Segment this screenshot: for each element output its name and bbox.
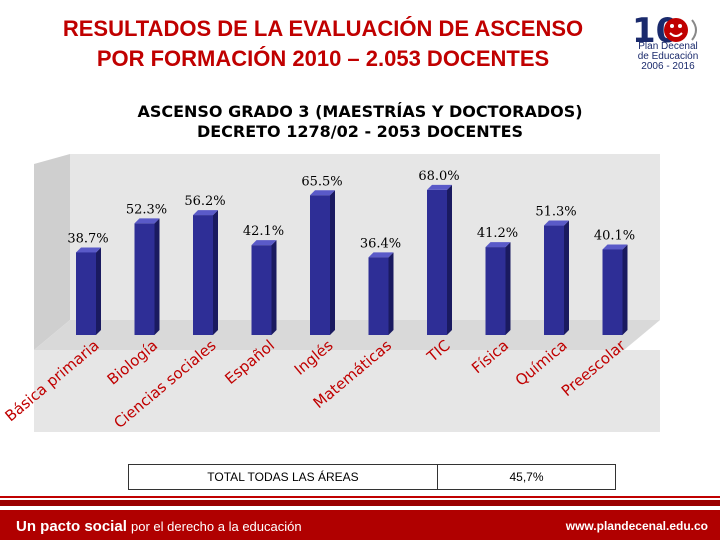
- logo-line2: de Educación: [637, 51, 699, 62]
- bar-front: [427, 189, 447, 335]
- bar-side: [447, 184, 452, 335]
- bar-top: [544, 220, 569, 226]
- bar-side: [96, 247, 101, 335]
- bar-top: [134, 218, 160, 224]
- bar: [310, 190, 335, 335]
- value-label: 38.7%: [67, 231, 108, 246]
- logo-line3: 2006 - 2016: [641, 61, 695, 72]
- bar-front: [193, 215, 213, 335]
- chart-background: [34, 350, 660, 432]
- value-label: 41.2%: [477, 226, 518, 241]
- bar: [134, 218, 160, 335]
- footer-bar: Un pacto social por el derecho a la educ…: [0, 510, 720, 540]
- bar: [485, 242, 511, 335]
- bar-top: [76, 247, 101, 253]
- bar-front: [544, 225, 564, 335]
- footer-slogan: Un pacto social por el derecho a la educ…: [16, 518, 302, 535]
- logo-line1: Plan Decenal: [638, 41, 698, 52]
- footer-divider-thick: [0, 500, 720, 506]
- value-label: 56.2%: [184, 194, 225, 209]
- bar-top: [310, 190, 335, 196]
- bar-side: [330, 190, 335, 335]
- bar-front: [602, 249, 623, 335]
- bar-side: [213, 210, 218, 335]
- page-title-line1: RESULTADOS DE LA EVALUACIÓN DE ASCENSO: [62, 16, 584, 41]
- bar-side: [154, 218, 160, 335]
- plan-decenal-logo: 10: [632, 11, 697, 51]
- value-label: 36.4%: [360, 236, 401, 251]
- logo-text: Plan Decenal de Educación 2006 - 2016: [628, 42, 708, 72]
- bar-front: [310, 195, 330, 335]
- value-label: 51.3%: [535, 205, 576, 220]
- footer-slogan-rest: por el derecho a la educación: [131, 519, 302, 534]
- bar-side: [564, 220, 569, 335]
- bar: [193, 210, 218, 335]
- value-label: 65.5%: [301, 174, 342, 189]
- bar: [427, 184, 452, 335]
- footer-url[interactable]: www.plandecenal.edu.co: [565, 519, 708, 533]
- chart-title: ASCENSO GRADO 3 (MAESTRÍAS Y DOCTORADOS)…: [60, 102, 660, 142]
- chart-title-line2: DECRETO 1278/02 - 2053 DOCENTES: [196, 122, 524, 141]
- bar: [544, 220, 569, 335]
- bar-front: [251, 245, 272, 335]
- bar-front: [134, 223, 155, 335]
- totals-label: TOTAL TODAS LAS ÁREAS: [129, 465, 438, 489]
- totals-value: 45,7%: [509, 470, 544, 484]
- value-labels-group: 38.7% 52.3% 56.2% 42.1% 65.5% 36.4% 68.0% 41.2%…: [67, 169, 635, 251]
- bar-top: [368, 252, 394, 258]
- bar-chart: 38.7% 52.3% 56.2% 42.1% 65.5% 36.4% 68.0% 41.2%…: [1, 154, 660, 432]
- bar-top: [251, 240, 277, 246]
- chart-title-line1: ASCENSO GRADO 3 (MAESTRÍAS Y DOCTORADOS): [137, 102, 583, 121]
- bar: [368, 252, 394, 335]
- chart-side-wall: [34, 154, 70, 350]
- bar-top: [193, 210, 218, 216]
- value-label: 68.0%: [418, 169, 459, 184]
- footer-divider-thin: [0, 496, 720, 498]
- bar-front: [485, 247, 506, 335]
- footer-slogan-bold: Un pacto social: [16, 518, 127, 535]
- totals-table: TOTAL TODAS LAS ÁREAS 45,7%: [128, 464, 616, 490]
- value-label: 42.1%: [243, 224, 284, 239]
- bar-side: [505, 242, 511, 335]
- bar: [251, 240, 277, 335]
- bar-front: [368, 257, 389, 335]
- bar-side: [622, 244, 628, 335]
- bar-side: [271, 240, 277, 335]
- bars-group: [76, 184, 628, 335]
- value-label: 40.1%: [594, 228, 635, 243]
- bar-front: [76, 252, 96, 335]
- bar: [602, 244, 628, 335]
- bar-top: [485, 242, 511, 248]
- page-title: RESULTADOS DE LA EVALUACIÓN DE ASCENSO P…: [18, 14, 628, 74]
- value-label: 52.3%: [126, 202, 167, 217]
- bar-side: [388, 252, 394, 335]
- bar: [76, 247, 101, 335]
- page-title-line2: POR FORMACIÓN 2010 – 2.053 DOCENTES: [96, 46, 550, 71]
- bar-top: [427, 184, 452, 190]
- bar-top: [602, 244, 628, 250]
